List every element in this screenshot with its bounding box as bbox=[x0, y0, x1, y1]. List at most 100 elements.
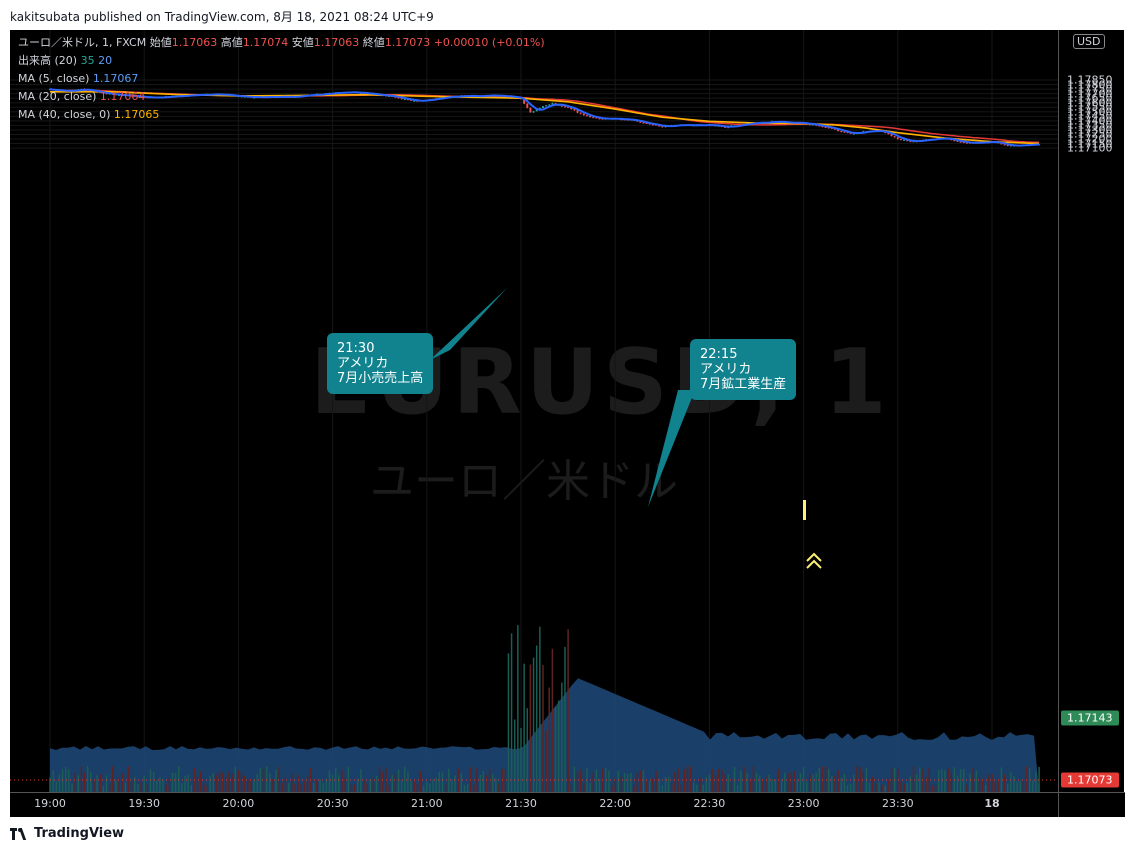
candle-body bbox=[551, 103, 554, 105]
price-chart[interactable] bbox=[10, 30, 1058, 792]
candle-body bbox=[840, 131, 843, 133]
callout-pointer-1 bbox=[430, 288, 507, 360]
candle-body bbox=[1009, 145, 1012, 147]
candle-body bbox=[523, 98, 526, 104]
candle-body bbox=[585, 115, 588, 117]
currency-button[interactable]: USD bbox=[1073, 34, 1105, 49]
chevron-up-icon bbox=[806, 559, 822, 569]
current-price-badge: 1.17143 bbox=[1061, 710, 1119, 726]
candle-body bbox=[592, 117, 595, 119]
legend-ma20-value: 1.17064 bbox=[99, 90, 146, 103]
legend-close-label: 終値 bbox=[362, 36, 385, 49]
legend-close: 1.17073 bbox=[384, 36, 431, 49]
candle-body bbox=[535, 109, 538, 112]
callout-retail-sales[interactable]: 21:30 アメリカ 7月小売売上高 bbox=[327, 333, 434, 394]
candle-body bbox=[1003, 144, 1006, 146]
candle-body bbox=[538, 107, 541, 110]
ma5-line bbox=[49, 88, 1040, 147]
time-tick-label: 22:30 bbox=[693, 797, 726, 810]
legend-change: +0.00010 (+0.01%) bbox=[433, 36, 545, 49]
callout-2-country: アメリカ bbox=[700, 362, 752, 377]
price-axis[interactable]: 1.17850 1.17800 1.17750 1.17700 1.17650 1.176… bbox=[1058, 30, 1124, 792]
callout-2-event: 7月鉱工業生産 bbox=[700, 377, 787, 392]
candle-body bbox=[824, 126, 827, 128]
legend-ma5-row[interactable]: MA (5, close) 1.17067 bbox=[18, 70, 545, 88]
tradingview-footer[interactable]: TradingView bbox=[10, 826, 124, 841]
candle-body bbox=[545, 105, 548, 107]
tradingview-brand: TradingView bbox=[34, 826, 125, 841]
time-tick-label: 20:00 bbox=[222, 797, 255, 810]
legend-symbol[interactable]: ユーロ／米ドル, 1, FXCM bbox=[18, 36, 147, 49]
candle-body bbox=[899, 139, 902, 141]
candle-body bbox=[589, 115, 592, 118]
price-tick-label: 1.17400 bbox=[1067, 114, 1113, 128]
time-tick-label: 18 bbox=[984, 797, 1000, 810]
time-tick-label: 21:30 bbox=[505, 797, 537, 810]
candle-body bbox=[601, 118, 604, 120]
legend-ma40-value: 1.17065 bbox=[113, 108, 160, 121]
candle-body bbox=[837, 129, 840, 132]
candle-body bbox=[563, 106, 566, 108]
event-marker bbox=[803, 500, 806, 520]
legend-ma5-value: 1.17067 bbox=[92, 72, 139, 85]
price-tick-label: 1.17250 bbox=[1067, 127, 1113, 141]
candle-body bbox=[849, 132, 852, 134]
legend-ma20-row[interactable]: MA (20, close) 1.17064 bbox=[18, 88, 545, 106]
candle-body bbox=[956, 140, 959, 142]
callout-2-time: 22:15 bbox=[700, 347, 738, 362]
candle-body bbox=[579, 112, 582, 114]
candle-body bbox=[645, 123, 648, 125]
tradingview-logo-icon bbox=[10, 827, 28, 840]
candle-body bbox=[661, 125, 664, 128]
candle-body bbox=[834, 128, 836, 130]
legend-high-label: 高値 bbox=[220, 36, 243, 49]
candle-body bbox=[400, 98, 403, 100]
candle-body bbox=[1000, 143, 1003, 145]
candle-body bbox=[727, 127, 730, 129]
candle-body bbox=[595, 117, 598, 119]
candle-body bbox=[887, 132, 890, 135]
last-close-badge: 1.17073 bbox=[1061, 772, 1119, 788]
price-tick-label: 1.17800 bbox=[1067, 78, 1113, 92]
candle-body bbox=[573, 109, 576, 111]
callout-1-time: 21:30 bbox=[337, 341, 375, 356]
candle-body bbox=[526, 103, 529, 108]
callout-pointer-2 bbox=[648, 390, 695, 507]
candle-body bbox=[548, 104, 551, 106]
legend-open-label: 始値 bbox=[149, 36, 172, 49]
candle-body bbox=[413, 100, 416, 102]
volume-ma-area bbox=[50, 678, 1040, 792]
candle-body bbox=[903, 139, 906, 141]
candle-body bbox=[108, 93, 111, 95]
price-tick-label: 1.17350 bbox=[1067, 118, 1113, 132]
legend-ma40-row[interactable]: MA (40, close, 0) 1.17065 bbox=[18, 106, 545, 124]
candle-body bbox=[953, 140, 956, 142]
legend-low-label: 安値 bbox=[291, 36, 314, 49]
time-axis[interactable]: 19:00 19:30 20:00 20:30 21:00 21:30 22:00 22:30… bbox=[10, 792, 1058, 817]
legend-volume-ma: 20 bbox=[98, 54, 113, 67]
chevron-up-icon bbox=[806, 552, 822, 562]
candle-body bbox=[642, 122, 645, 124]
legend-ohlc-row: ユーロ／米ドル, 1, FXCM 始値1.17063 高値1.17074 安値1… bbox=[18, 34, 545, 52]
callout-industrial-production[interactable]: 22:15 アメリカ 7月鉱工業生産 bbox=[690, 339, 797, 400]
legend-volume-row[interactable]: 出来高 (20) 35 20 bbox=[18, 52, 545, 70]
chart-legend: ユーロ／米ドル, 1, FXCM 始値1.17063 高値1.17074 安値1… bbox=[18, 34, 545, 124]
candle-body bbox=[658, 125, 661, 127]
callout-1-country: アメリカ bbox=[337, 356, 389, 371]
candle-body bbox=[105, 93, 108, 95]
legend-volume-label: 出来高 (20) bbox=[18, 54, 78, 67]
candle-body bbox=[529, 107, 532, 113]
price-tick-label: 1.17500 bbox=[1067, 105, 1113, 119]
price-tick-label: 1.17200 bbox=[1067, 132, 1113, 146]
candle-body bbox=[394, 96, 397, 98]
candle-body bbox=[639, 121, 642, 123]
candle-body bbox=[846, 132, 849, 134]
candle-body bbox=[651, 124, 654, 126]
price-tick-label: 1.17100 bbox=[1067, 141, 1113, 155]
candle-body bbox=[598, 118, 601, 120]
price-tick-label: 1.17600 bbox=[1067, 96, 1113, 110]
chart-pane[interactable]: EURUSD, 1 ユーロ／米ドル ユーロ／米ドル, 1, FXCM 始値1.1… bbox=[10, 30, 1058, 792]
price-tick-label: 1.17450 bbox=[1067, 109, 1113, 123]
legend-low: 1.17063 bbox=[313, 36, 360, 49]
price-tick-label: 1.17150 bbox=[1067, 137, 1113, 151]
